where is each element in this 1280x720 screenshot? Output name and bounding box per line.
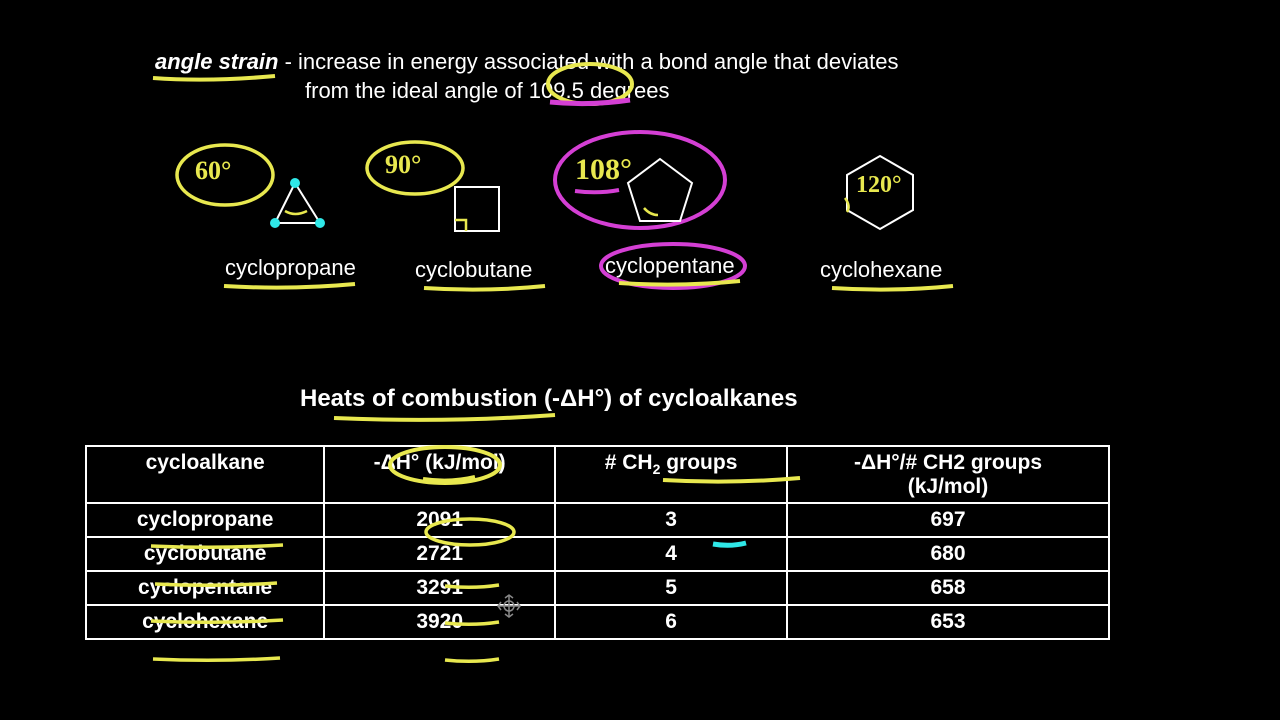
table-row: cyclopropane 2091 3 697 xyxy=(86,503,1109,537)
cell: 5 xyxy=(555,571,787,605)
th-ch2: # CH2 groups xyxy=(555,446,787,503)
underline-table-title xyxy=(330,412,560,426)
table-header-row: cycloalkane -ΔH° (kJ/mol) # CH2 groups -… xyxy=(86,446,1109,503)
term: angle strain xyxy=(155,49,278,74)
underline-cyclohexane xyxy=(828,282,958,296)
cell: 4 xyxy=(555,537,787,571)
angle-120: 120° xyxy=(856,172,902,199)
cell: 697 xyxy=(787,503,1109,537)
cell: 3 xyxy=(555,503,787,537)
cell: 6 xyxy=(555,605,787,639)
ul-3920 xyxy=(443,656,503,666)
cell: cyclopentane xyxy=(86,571,324,605)
th-deltaH: -ΔH° (kJ/mol) xyxy=(324,446,555,503)
combustion-table: cycloalkane -ΔH° (kJ/mol) # CH2 groups -… xyxy=(85,445,1110,640)
cell: 653 xyxy=(787,605,1109,639)
angle-60: 60° xyxy=(195,156,231,186)
triangle-shape xyxy=(265,175,335,235)
label-cyclopentane: cyclopentane xyxy=(605,253,735,279)
label-cyclobutane: cyclobutane xyxy=(415,257,532,283)
cell: 3920 xyxy=(324,605,555,639)
cell: 3291 xyxy=(324,571,555,605)
th-ratio: -ΔH°/# CH2 groups(kJ/mol) xyxy=(787,446,1109,503)
cell: cyclopropane xyxy=(86,503,324,537)
underline-cyclopropane xyxy=(220,280,360,294)
label-cyclopropane: cyclopropane xyxy=(225,255,356,281)
label-cyclohexane: cyclohexane xyxy=(820,257,942,283)
underline-cyclopentane xyxy=(615,278,745,290)
arc-120 xyxy=(843,196,863,216)
table-title: Heats of combustion (-ΔH°) of cycloalkan… xyxy=(300,385,798,413)
cell: cyclohexane xyxy=(86,605,324,639)
pentagon-shape xyxy=(620,153,700,233)
underline-cyclobutane xyxy=(420,282,550,296)
cell: 2721 xyxy=(324,537,555,571)
square-shape xyxy=(450,182,510,242)
underline-108 xyxy=(573,187,623,197)
cell: cyclobutane xyxy=(86,537,324,571)
def-line2: from the ideal angle of 109.5 degrees xyxy=(305,78,669,103)
table-row: cyclobutane 2721 4 680 xyxy=(86,537,1109,571)
cell: 658 xyxy=(787,571,1109,605)
angle-90: 90° xyxy=(385,150,421,180)
definition-text: angle strain - increase in energy associ… xyxy=(155,48,899,105)
cell: 2091 xyxy=(324,503,555,537)
th-cycloalkane: cycloalkane xyxy=(86,446,324,503)
table-row: cyclopentane 3291 5 658 xyxy=(86,571,1109,605)
def-line1: - increase in energy associated with a b… xyxy=(278,49,898,74)
cell: 680 xyxy=(787,537,1109,571)
table-row: cyclohexane 3920 6 653 xyxy=(86,605,1109,639)
ul-r4c1 xyxy=(150,655,285,665)
